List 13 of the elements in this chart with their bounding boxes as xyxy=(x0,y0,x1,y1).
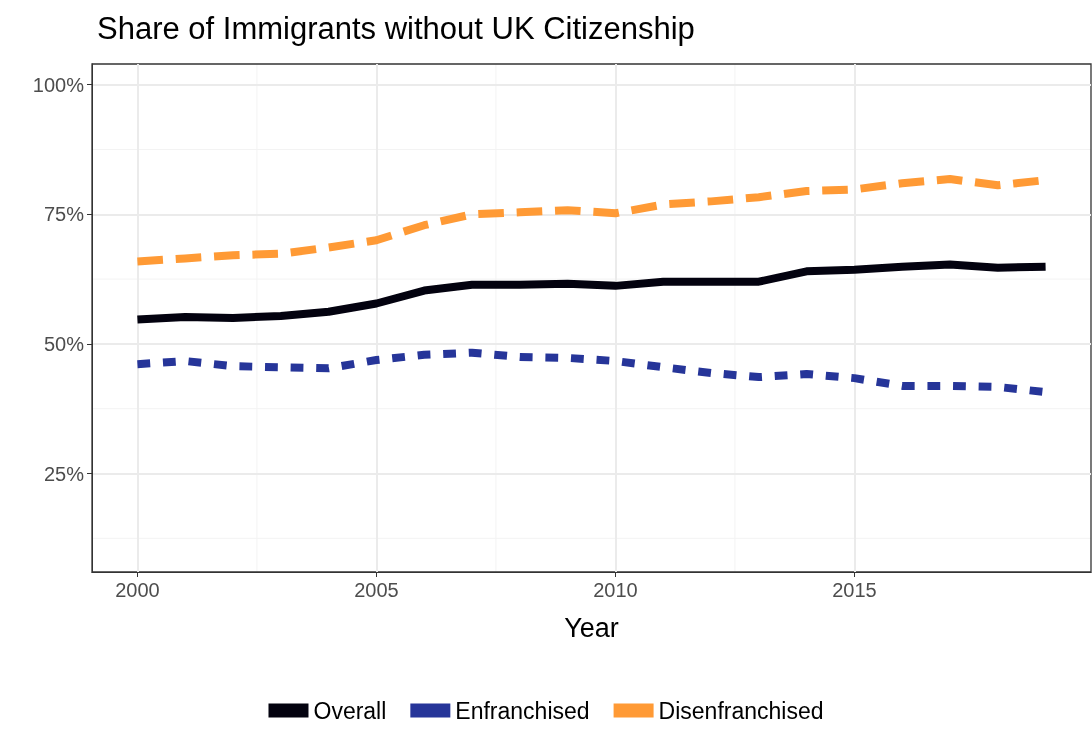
chart-title: Share of Immigrants without UK Citizenship xyxy=(97,11,695,46)
x-tick-label: 2015 xyxy=(832,579,877,601)
x-axis-title: Year xyxy=(564,612,619,643)
x-tick-label: 2010 xyxy=(593,579,638,601)
y-tick-label: 100% xyxy=(32,73,85,96)
y-tick-label: 50% xyxy=(43,332,85,355)
y-tick-label: 25% xyxy=(43,462,85,485)
legend-label: Overall xyxy=(313,697,387,724)
legend-label: Disenfranchised xyxy=(658,697,824,724)
legend-label: Enfranchised xyxy=(455,697,590,724)
x-tick-label: 2005 xyxy=(354,579,399,601)
x-tick-label: 2000 xyxy=(115,579,160,601)
y-tick-label: 75% xyxy=(43,203,85,226)
